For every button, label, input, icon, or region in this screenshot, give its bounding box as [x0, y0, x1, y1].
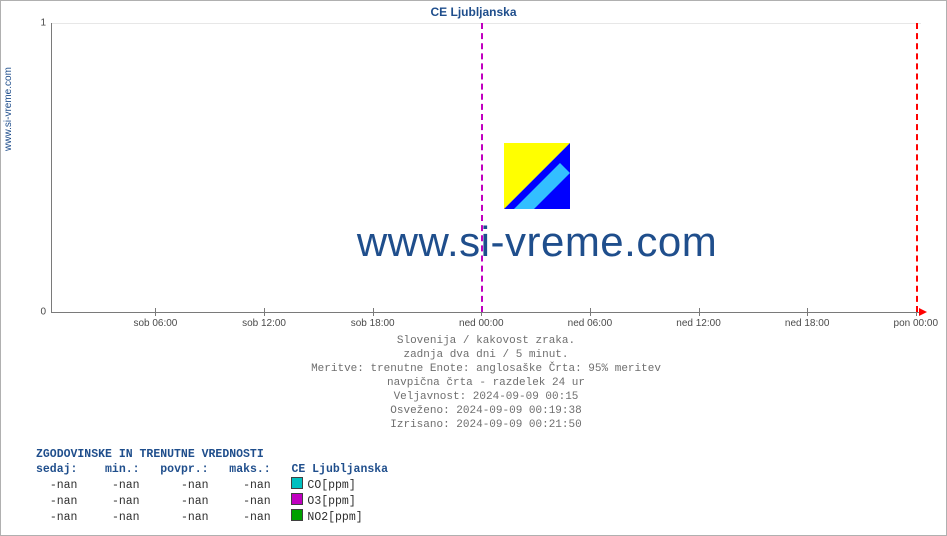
xtick-label: ned 12:00 [676, 318, 721, 329]
series-swatch-icon [291, 509, 303, 521]
table-header-row: sedaj: min.: povpr.: maks.: CE Ljubljans… [36, 462, 388, 477]
table-row: -nan -nan -nan -nan CO[ppm] [36, 477, 388, 493]
table-row: -nan -nan -nan -nan O3[ppm] [36, 493, 388, 509]
xtick-label: ned 18:00 [785, 318, 830, 329]
table-row: -nan -nan -nan -nan NO2[ppm] [36, 509, 388, 525]
y-axis-label: www.si-vreme.com [3, 67, 14, 151]
chart-title: CE Ljubljanska [1, 5, 946, 19]
series-swatch-icon [291, 477, 303, 489]
meta-line: Meritve: trenutne Enote: anglosaške Črta… [51, 362, 921, 376]
meta-line: zadnja dva dni / 5 minut. [51, 348, 921, 362]
xtick-label: sob 06:00 [133, 318, 177, 329]
vline-now [916, 23, 918, 312]
xtick [373, 308, 374, 316]
series-label: CO[ppm] [307, 479, 355, 492]
chart-metadata: Slovenija / kakovost zraka. zadnja dva d… [51, 334, 921, 432]
xtick [807, 308, 808, 316]
meta-line: Slovenija / kakovost zraka. [51, 334, 921, 348]
values-table: ZGODOVINSKE IN TRENUTNE VREDNOSTI sedaj:… [36, 447, 388, 525]
grid-line [52, 23, 921, 24]
xtick-label: ned 00:00 [459, 318, 504, 329]
xtick [699, 308, 700, 316]
series-swatch-icon [291, 493, 303, 505]
meta-line: navpična črta - razdelek 24 ur [51, 376, 921, 390]
xtick-label: pon 00:00 [894, 318, 939, 329]
xtick-label: sob 12:00 [242, 318, 286, 329]
ytick-1: 1 [40, 18, 46, 29]
xtick-label: sob 18:00 [351, 318, 395, 329]
xtick [155, 308, 156, 316]
watermark-logo-icon [504, 143, 570, 209]
watermark: www.si-vreme.com [322, 143, 752, 266]
x-axis-arrow-icon [919, 308, 927, 316]
table-title: ZGODOVINSKE IN TRENUTNE VREDNOSTI [36, 447, 388, 462]
xtick [590, 308, 591, 316]
meta-line: Osveženo: 2024-09-09 00:19:38 [51, 404, 921, 418]
xtick [264, 308, 265, 316]
series-label: O3[ppm] [307, 495, 355, 508]
meta-line: Izrisano: 2024-09-09 00:21:50 [51, 418, 921, 432]
page-frame: www.si-vreme.com CE Ljubljanska 0 1 sob … [0, 0, 947, 536]
chart-plot-area: 0 1 sob 06:00 sob 12:00 sob 18:00 ned 00… [51, 23, 921, 313]
ytick-0: 0 [40, 307, 46, 318]
watermark-text: www.si-vreme.com [322, 218, 752, 266]
meta-line: Veljavnost: 2024-09-09 00:15 [51, 390, 921, 404]
xtick-label: ned 06:00 [568, 318, 613, 329]
series-label: NO2[ppm] [307, 511, 362, 524]
